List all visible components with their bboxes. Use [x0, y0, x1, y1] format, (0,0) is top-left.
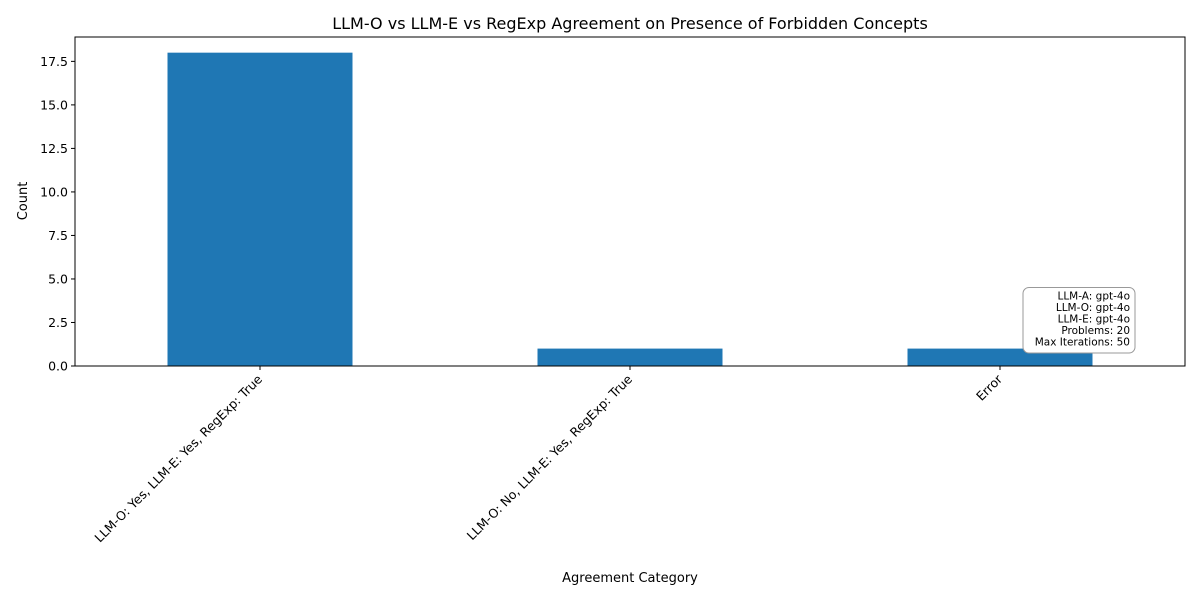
info-box-line: Problems: 20 — [1061, 325, 1130, 337]
bar — [537, 348, 723, 366]
y-tick-label: 5.0 — [48, 271, 68, 286]
info-box — [1022, 287, 1136, 354]
y-axis-label: Count — [16, 182, 31, 221]
y-tick-label: 17.5 — [40, 54, 68, 69]
x-axis-label: Agreement Category — [562, 571, 698, 586]
y-tick-label: 7.5 — [48, 228, 68, 243]
bar — [167, 52, 353, 367]
info-box-line: LLM-E: gpt-4o — [1058, 314, 1130, 326]
y-tick-label: 15.0 — [40, 97, 68, 112]
chart-title: LLM-O vs LLM-E vs RegExp Agreement on Pr… — [332, 14, 928, 33]
y-tick-label: 10.0 — [40, 184, 68, 199]
info-box-line: Max Iterations: 50 — [1035, 337, 1130, 349]
plot-area: 0.0 2.5 5.0 7.5 10.0 12.5 15.0 17.5 LLM-O: Yes, … — [40, 36, 1186, 545]
y-tick-label: 12.5 — [40, 141, 68, 156]
y-tick-label: 2.5 — [48, 315, 68, 330]
x-tick-label: LLM-O: No, LLM-E: Yes, RegExp: True — [464, 371, 636, 543]
y-tick-label: 0.0 — [48, 359, 68, 374]
info-box-line: LLM-O: gpt-4o — [1056, 302, 1130, 314]
x-tick-label: LLM-O: Yes, LLM-E: Yes, RegExp: True — [91, 371, 265, 545]
info-box-line: LLM-A: gpt-4o — [1057, 291, 1130, 303]
x-tick-label: Error — [973, 371, 1006, 404]
